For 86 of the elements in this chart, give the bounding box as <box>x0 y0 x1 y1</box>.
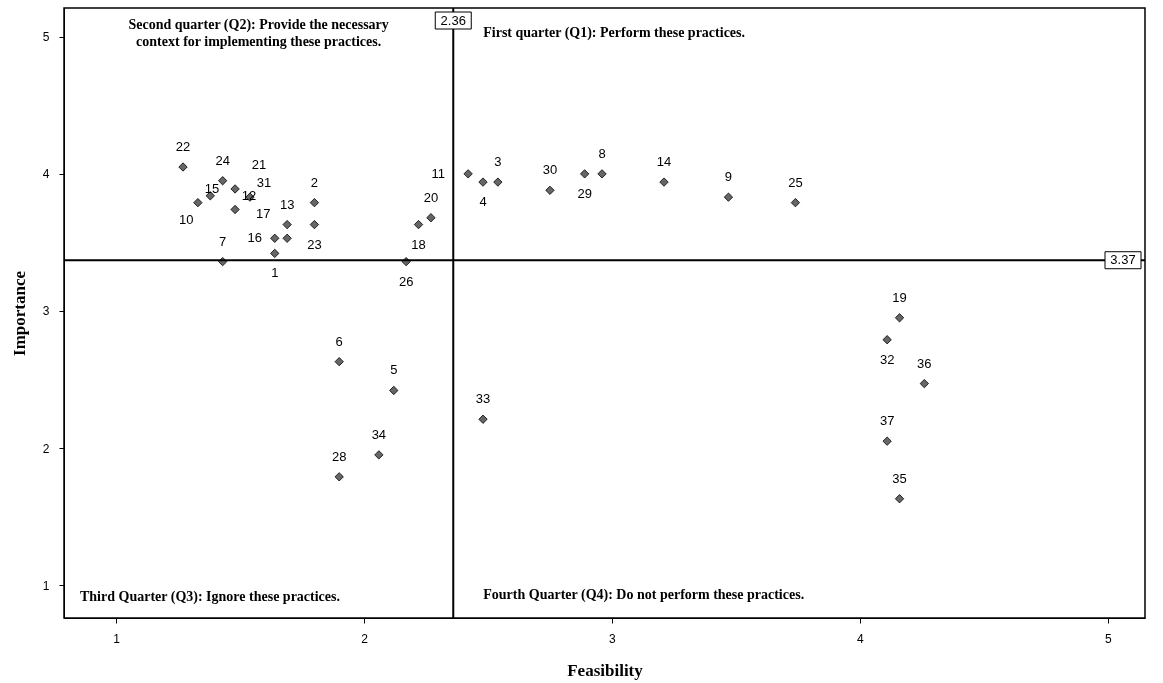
point <box>882 335 892 345</box>
point <box>193 198 203 208</box>
annotation: 31 <box>256 175 272 191</box>
annotation: 20 <box>423 189 439 205</box>
point <box>334 357 344 367</box>
point <box>919 379 929 389</box>
point <box>230 204 240 215</box>
point <box>882 436 892 446</box>
point <box>659 177 669 187</box>
annotation: 7 <box>219 233 227 249</box>
annotation: 12 <box>241 187 257 203</box>
annotation: 24 <box>215 152 230 168</box>
point <box>545 185 555 195</box>
y-tick-label: 3 <box>42 304 50 319</box>
annotation: 1 <box>271 265 279 281</box>
point <box>597 169 607 179</box>
annotation: 16 <box>247 230 262 246</box>
annotation: First quarter (Q1): Perform these practices. <box>483 25 746 41</box>
annotation: 3 <box>494 154 502 170</box>
point <box>374 450 384 460</box>
point <box>309 198 319 208</box>
point <box>894 313 905 323</box>
point <box>230 184 240 194</box>
annotation: 35 <box>892 470 907 486</box>
annotation: 22 <box>175 139 191 155</box>
annotation: 21 <box>251 156 267 172</box>
annotation: 28 <box>331 448 347 464</box>
annotation: 23 <box>307 236 322 252</box>
annotation: 34 <box>371 426 387 442</box>
annotation: 25 <box>788 174 803 190</box>
point <box>282 220 292 230</box>
ref-line-label: 2.36 <box>440 12 466 28</box>
annotation: 19 <box>892 289 907 305</box>
annotation: 14 <box>656 154 672 170</box>
annotation: 2 <box>310 174 319 190</box>
annotation: Third Quarter (Q3): Ignore these practices. <box>80 589 340 605</box>
point <box>218 176 228 186</box>
annotation: 4 <box>479 194 487 210</box>
point <box>413 220 424 230</box>
annotation: 8 <box>598 145 606 161</box>
x-tick-label: 4 <box>857 631 865 646</box>
ref-line-label: 3.37 <box>1110 252 1136 268</box>
x-tick-label: 3 <box>609 631 617 646</box>
annotation: 9 <box>724 169 733 185</box>
annotation: 11 <box>431 165 445 181</box>
annotation: 6 <box>335 333 343 349</box>
point <box>463 169 473 179</box>
point <box>389 385 399 396</box>
y-axis-title: Importance <box>9 270 29 356</box>
point <box>282 233 292 243</box>
point <box>478 177 488 187</box>
annotation: 32 <box>879 351 895 367</box>
point <box>309 220 319 230</box>
y-tick-label: 5 <box>42 30 50 45</box>
point <box>334 472 344 482</box>
y-tick-label: 2 <box>42 441 50 456</box>
point <box>894 494 905 504</box>
annotation: 17 <box>255 206 271 222</box>
x-tick-label: 1 <box>113 631 121 646</box>
point <box>580 169 590 179</box>
annotation: 26 <box>398 273 414 289</box>
annotation: 5 <box>390 362 398 378</box>
x-tick-label: 5 <box>1104 631 1112 646</box>
point <box>426 213 436 223</box>
x-tick-label: 2 <box>361 631 369 646</box>
y-tick-label: 4 <box>42 167 50 182</box>
annotation: Second quarter (Q2): Provide the necessary context for implementing these practices. <box>128 17 389 49</box>
annotation: 29 <box>577 185 592 201</box>
annotation: 36 <box>917 355 932 371</box>
point <box>723 192 734 202</box>
point <box>178 162 188 172</box>
annotation: 18 <box>411 236 426 252</box>
point <box>790 198 800 208</box>
annotation: 15 <box>204 180 220 196</box>
annotation: 37 <box>879 413 895 429</box>
annotation: 30 <box>542 162 558 178</box>
annotation: 10 <box>179 211 194 227</box>
point <box>493 177 503 187</box>
point <box>478 414 488 424</box>
annotation: 13 <box>279 196 295 212</box>
annotation: 33 <box>475 391 491 407</box>
point <box>270 233 280 243</box>
point <box>270 248 280 258</box>
annotation: Fourth Quarter (Q4): Do not perform these practices. <box>483 587 805 603</box>
x-axis-title: Feasibility <box>567 660 644 680</box>
y-tick-label: 1 <box>42 578 50 593</box>
